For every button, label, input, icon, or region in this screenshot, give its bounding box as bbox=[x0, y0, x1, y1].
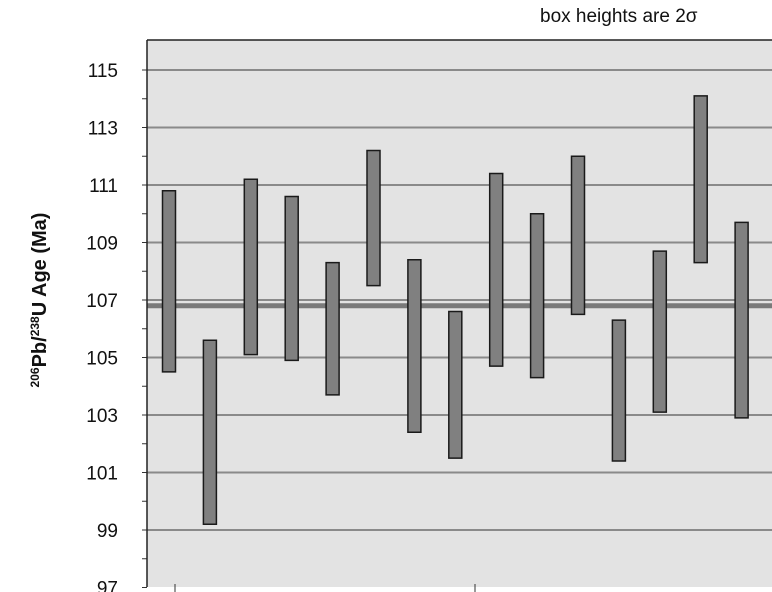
age-box bbox=[612, 320, 625, 461]
y-tick-label: 109 bbox=[86, 234, 118, 255]
age-box bbox=[326, 263, 339, 395]
y-tick-label: 113 bbox=[88, 119, 118, 140]
age-box bbox=[490, 174, 503, 367]
age-box bbox=[572, 156, 585, 314]
age-box bbox=[163, 191, 176, 372]
age-box bbox=[408, 260, 421, 433]
age-box bbox=[367, 151, 380, 286]
age-box bbox=[735, 222, 748, 418]
y-tick-label: 103 bbox=[86, 406, 118, 427]
y-tick-label: 115 bbox=[88, 61, 118, 82]
y-tick-label: 105 bbox=[86, 349, 118, 370]
age-box bbox=[203, 340, 216, 524]
age-box bbox=[244, 179, 257, 354]
age-box bbox=[449, 312, 462, 459]
age-box bbox=[694, 96, 707, 263]
y-tick-label: 99 bbox=[97, 521, 118, 542]
age-box bbox=[531, 214, 544, 378]
y-tick-label: 107 bbox=[86, 291, 118, 312]
age-box bbox=[285, 197, 298, 361]
y-tick-label: 101 bbox=[86, 464, 118, 485]
y-tick-labels: 97 99 101 103 105 107 109 111 113 115 bbox=[86, 61, 118, 592]
age-box bbox=[653, 251, 666, 412]
y-tick-label: 97 bbox=[97, 579, 118, 592]
y-tick-label: 111 bbox=[89, 176, 118, 197]
